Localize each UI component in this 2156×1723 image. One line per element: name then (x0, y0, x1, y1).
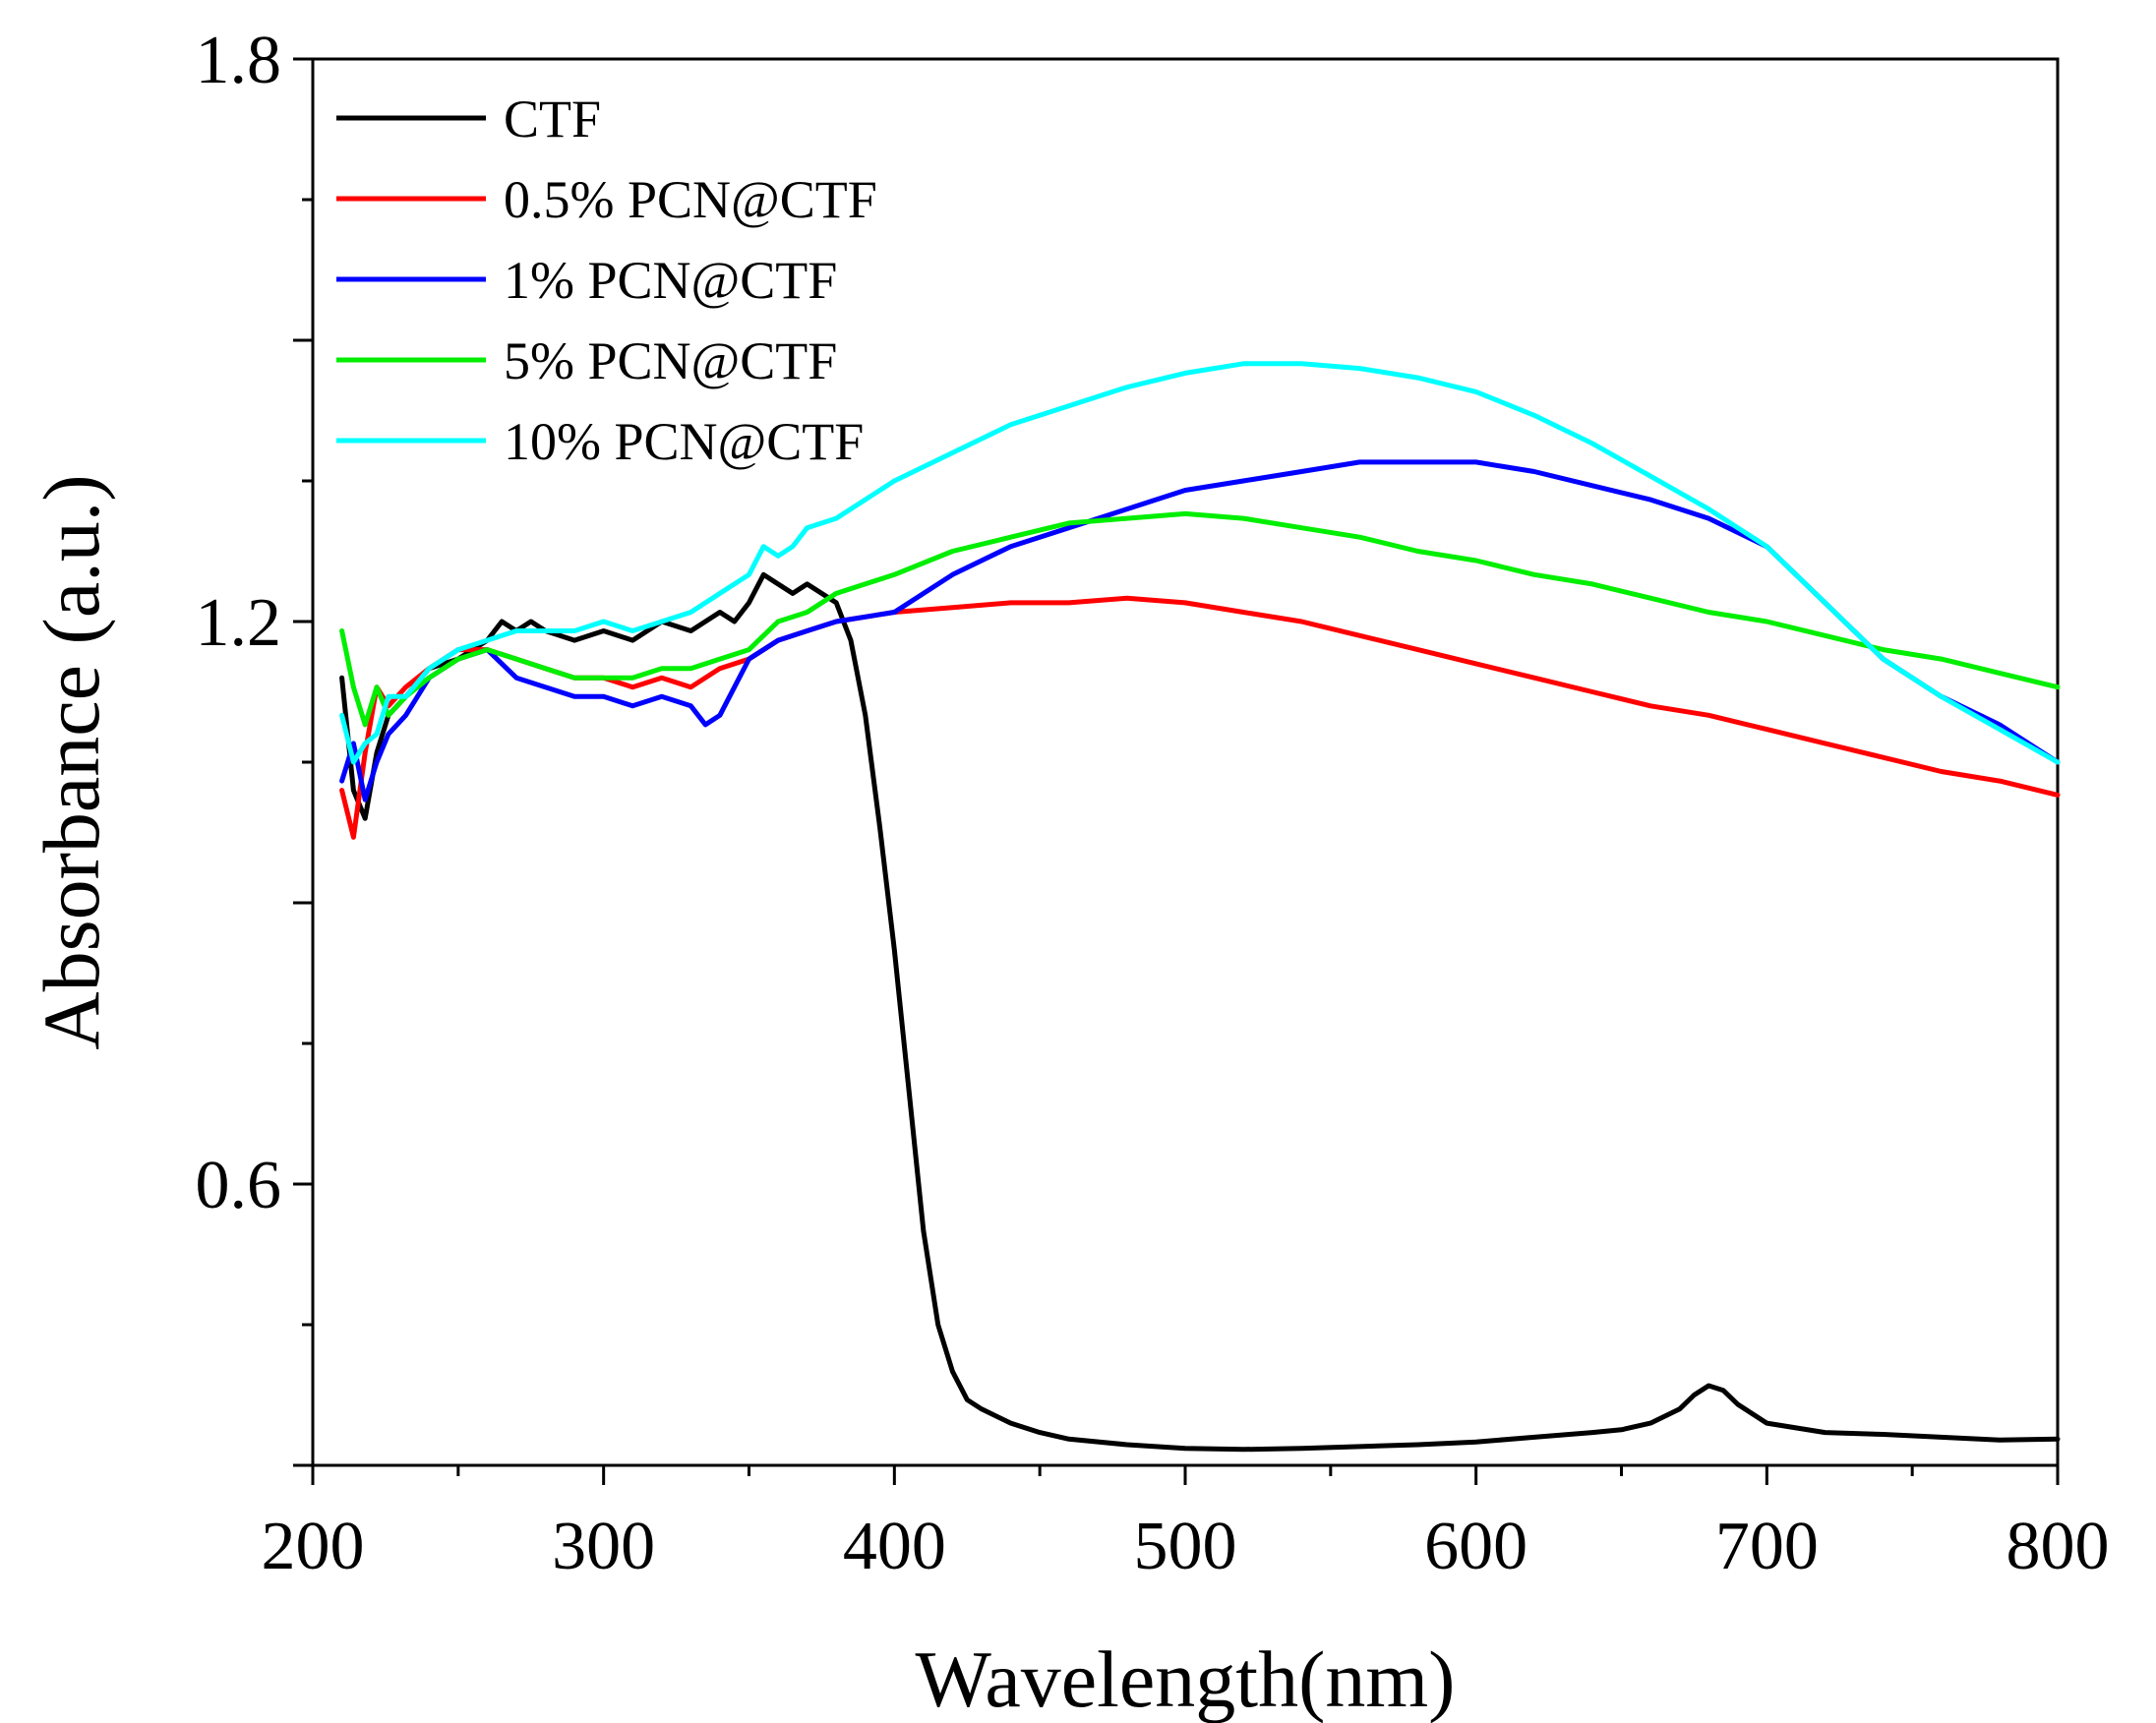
series-line-5 (339, 361, 2061, 765)
legend-label: 0.5% PCN@CTF (504, 170, 877, 229)
series-line-1 (339, 571, 2061, 1453)
y-axis-ticks: 0.6 1.2 1.8 (196, 23, 313, 1467)
y-tick-label: 1.8 (196, 23, 282, 98)
y-tick-label: 0.6 (196, 1148, 282, 1223)
x-axis-ticks: 200 300 400 500 600 700 800 (262, 1465, 2110, 1584)
x-axis-title: Wavelength(nm) (916, 1634, 1456, 1723)
x-tick-label: 800 (2006, 1509, 2110, 1584)
x-tick-label: 200 (262, 1509, 365, 1584)
x-tick-label: 300 (552, 1509, 655, 1584)
x-tick-label: 400 (843, 1509, 946, 1584)
x-tick-label: 600 (1424, 1509, 1527, 1584)
x-tick-label: 500 (1134, 1509, 1237, 1584)
series-line-4 (339, 510, 2061, 728)
y-tick-label: 1.2 (196, 585, 282, 661)
legend-label: CTF (504, 89, 601, 149)
series-lines (339, 361, 2061, 1453)
legend-label: 10% PCN@CTF (504, 412, 864, 471)
y-axis-title: Absorbance (a.u.) (27, 474, 116, 1049)
x-tick-label: 700 (1715, 1509, 1819, 1584)
legend-label: 1% PCN@CTF (504, 251, 837, 310)
legend-label: 5% PCN@CTF (504, 331, 837, 390)
legend: CTF 0.5% PCN@CTF 1% PCN@CTF 5% PCN@CTF 10% P… (336, 89, 877, 471)
